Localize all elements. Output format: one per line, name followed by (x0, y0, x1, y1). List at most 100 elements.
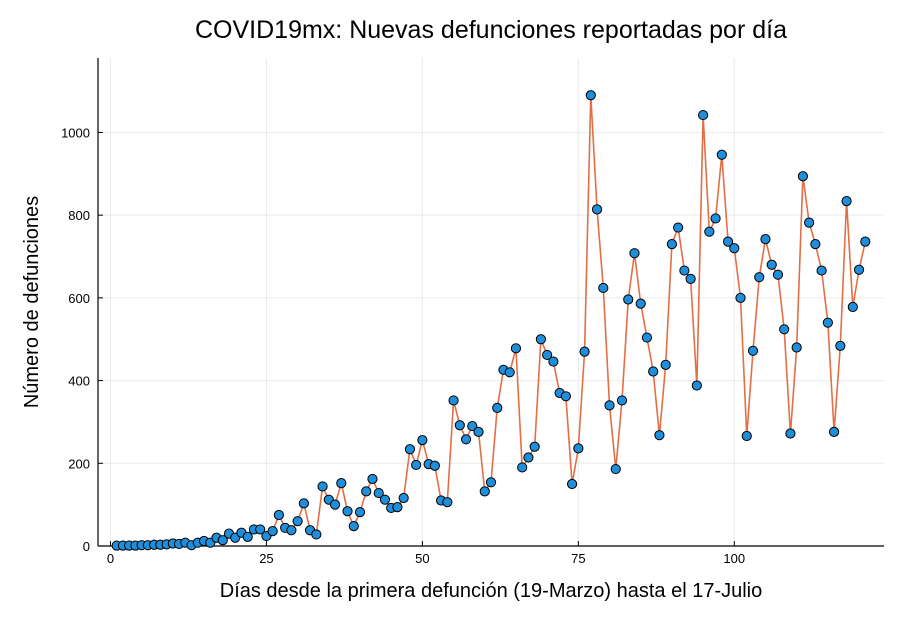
data-point (217, 535, 228, 546)
data-point (367, 473, 378, 485)
data-point (517, 462, 528, 473)
data-point (454, 420, 465, 431)
data-point (741, 430, 752, 442)
data-point (286, 525, 297, 536)
x-tick-label: 100 (723, 551, 745, 566)
x-tick-label: 50 (415, 551, 429, 566)
data-point (673, 222, 684, 233)
data-point (311, 529, 322, 540)
data-point (816, 265, 827, 276)
axes (97, 58, 884, 547)
data-point (504, 367, 515, 378)
data-point (766, 259, 777, 270)
data-point (492, 402, 503, 413)
data-point (573, 443, 584, 454)
data-point (398, 492, 409, 504)
data-point (392, 502, 403, 513)
data-point (535, 334, 547, 345)
data-point (641, 332, 653, 343)
data-point (610, 463, 621, 475)
y-tick-label: 0 (83, 539, 90, 554)
data-point (361, 486, 372, 497)
data-point (754, 272, 765, 283)
data-point (722, 236, 734, 247)
x-tick-label: 25 (259, 551, 273, 566)
data-point (548, 356, 559, 367)
data-point (529, 441, 540, 452)
data-point (417, 435, 428, 446)
data-point (598, 282, 609, 294)
data-point (298, 498, 309, 509)
data-point (379, 494, 391, 505)
chart-title: COVID19mx: Nuevas defunciones reportadas… (195, 16, 787, 44)
data-point (566, 478, 578, 490)
y-tick-label: 1000 (61, 125, 90, 140)
data-point (835, 340, 846, 351)
data-point (329, 499, 341, 510)
data-point (679, 265, 690, 276)
data-point (267, 526, 278, 537)
data-point (710, 213, 721, 224)
data-point (853, 264, 865, 275)
data-point (654, 430, 665, 441)
y-tick-label: 800 (68, 208, 90, 223)
data-point (373, 487, 384, 499)
data-point (604, 400, 615, 411)
data-point (317, 481, 328, 492)
data-point (523, 452, 534, 463)
data-point (411, 459, 422, 471)
data-point (779, 324, 790, 335)
data-point (255, 524, 266, 535)
data-point (623, 294, 634, 305)
data-point (822, 317, 833, 328)
data-point (560, 391, 571, 402)
y-tick-label: 600 (68, 291, 90, 306)
x-axis-label: Días desde la primera defunción (19-Marz… (220, 580, 763, 602)
data-point (716, 149, 727, 160)
data-point (292, 516, 303, 527)
data-point (242, 531, 253, 543)
data-point (648, 366, 659, 377)
data-point (485, 477, 497, 488)
x-tick-label: 75 (571, 551, 585, 566)
data-point (704, 226, 715, 237)
data-point (467, 420, 478, 432)
y-tick-label: 200 (68, 456, 90, 471)
data-point (429, 460, 440, 471)
data-point (510, 343, 522, 354)
data-point (729, 243, 740, 254)
data-point (635, 298, 646, 309)
data-point (336, 478, 347, 489)
data-point (342, 506, 353, 517)
data-point (354, 506, 366, 518)
y-axis-label: Número de defunciones (21, 196, 43, 408)
data-point (860, 236, 871, 247)
data-point (629, 248, 640, 259)
data-point (810, 239, 821, 250)
data-point (666, 239, 678, 250)
data-point (847, 301, 858, 313)
data-point (273, 509, 285, 521)
data-point (460, 434, 472, 445)
data-point (791, 342, 802, 353)
x-tick-label: 0 (107, 551, 114, 566)
data-point (841, 195, 852, 207)
data-point (772, 269, 784, 280)
data-point (697, 109, 709, 121)
data-point (804, 217, 815, 228)
y-tick-label: 400 (68, 374, 90, 389)
data-point (660, 359, 671, 370)
data-point (585, 90, 596, 101)
data-point (747, 345, 759, 356)
data-point (579, 346, 590, 357)
data-point (785, 428, 796, 439)
data-point (542, 349, 553, 361)
data-point (448, 395, 459, 406)
data-point (404, 444, 416, 455)
data-point (442, 497, 453, 508)
data-point (616, 395, 628, 406)
data-point (735, 292, 746, 303)
data-points (111, 90, 871, 551)
